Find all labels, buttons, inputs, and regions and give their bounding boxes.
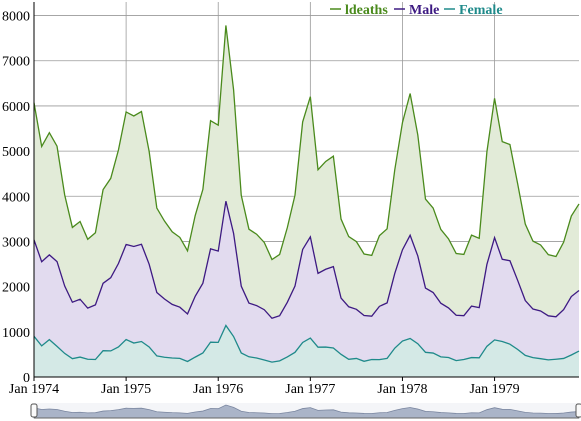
x-tick-label: Jan 1978 xyxy=(377,382,427,397)
axes xyxy=(33,2,579,381)
legend-label-ldeaths: ldeaths xyxy=(345,3,388,18)
range-handle-right[interactable] xyxy=(575,403,581,418)
y-tick-label: 7000 xyxy=(2,55,30,70)
y-tick-label: 6000 xyxy=(2,100,30,115)
series-line-ldeaths xyxy=(33,25,580,261)
area-fills xyxy=(34,25,579,377)
x-tick-label: Jan 1974 xyxy=(9,382,59,397)
legend: ldeaths Male Female xyxy=(330,3,503,18)
legend-label-female: Female xyxy=(459,3,503,18)
range-selector[interactable] xyxy=(30,403,581,419)
series-line-female xyxy=(33,324,580,363)
series-line-male xyxy=(33,201,580,320)
range-handle-left[interactable] xyxy=(30,403,38,418)
y-tick-labels: 0 1000 2000 3000 4000 5000 6000 7000 8000 xyxy=(2,10,30,386)
y-tick-label: 1000 xyxy=(2,326,30,341)
y-tick-label: 0 xyxy=(23,371,30,386)
y-tick-label: 3000 xyxy=(2,235,30,250)
series-lines xyxy=(33,25,580,363)
x-tick-labels: Jan 1974 Jan 1975 Jan 1976 Jan 1977 Jan 1978… xyxy=(9,382,520,397)
y-tick-label: 8000 xyxy=(2,10,30,25)
range-selector-preview xyxy=(33,404,580,419)
x-tick-label: Jan 1979 xyxy=(469,382,519,397)
area-ldeaths xyxy=(34,25,579,319)
y-tick-label: 4000 xyxy=(2,190,30,205)
y-tick-label: 2000 xyxy=(2,281,30,296)
legend-label-male: Male xyxy=(409,3,439,18)
y-tick-label: 5000 xyxy=(2,145,30,160)
area-female xyxy=(34,325,579,377)
area-male xyxy=(34,201,579,363)
x-tick-label: Jan 1976 xyxy=(193,382,243,397)
x-tick-label: Jan 1975 xyxy=(101,382,151,397)
x-tick-label: Jan 1977 xyxy=(285,382,335,397)
